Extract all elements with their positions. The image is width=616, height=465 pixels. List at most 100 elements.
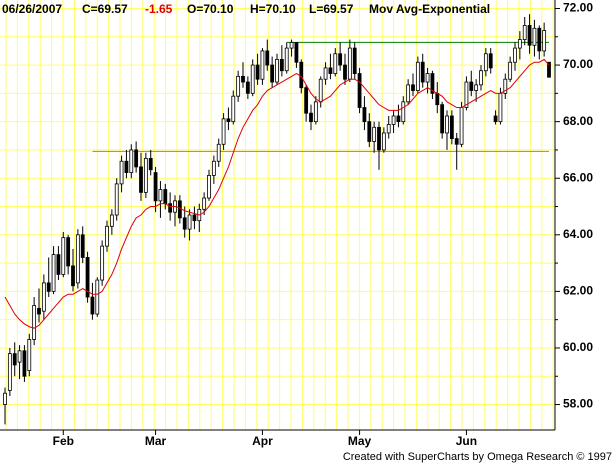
candle-body: [479, 70, 483, 86]
candle-body: [362, 107, 367, 123]
candle-body: [381, 132, 386, 151]
candle-body: [187, 214, 192, 230]
candle-body: [27, 339, 32, 371]
candle-body: [12, 353, 17, 366]
header-change: -1.65: [145, 2, 173, 16]
x-tick-label: Mar: [145, 434, 167, 448]
candle-body: [488, 53, 493, 69]
y-tick-label: 58.00: [563, 397, 593, 411]
candle-body: [100, 245, 105, 281]
candle-body: [435, 92, 440, 106]
y-tick-label: 68.00: [563, 114, 593, 128]
candle-body: [221, 118, 226, 145]
candle-body: [420, 61, 425, 83]
candle-body: [158, 189, 163, 202]
candle-body: [75, 234, 80, 284]
candle-body: [469, 81, 474, 91]
candle-body: [241, 75, 245, 83]
candle-body: [474, 84, 479, 91]
candle-body: [216, 143, 221, 162]
header-open: O=70.10: [187, 2, 234, 16]
candle-body: [153, 172, 158, 202]
candle-body: [148, 158, 153, 171]
candle-body: [134, 149, 139, 168]
x-tick-label: Feb: [53, 434, 74, 448]
candle-body: [143, 158, 148, 193]
candle-body: [401, 101, 406, 123]
candle-body: [61, 237, 66, 275]
candle-body: [192, 214, 197, 222]
candle-body: [464, 81, 469, 108]
candle-body: [396, 115, 401, 123]
candle-body: [372, 126, 377, 142]
y-tick-label: 72.00: [563, 1, 593, 15]
candle-body: [163, 189, 168, 205]
candle-body: [139, 166, 143, 193]
candle-body: [415, 61, 420, 91]
candle-body: [32, 305, 37, 340]
header-close: C=69.57: [82, 2, 128, 16]
candle-body: [352, 47, 357, 74]
candle-body: [313, 101, 318, 123]
candle-body: [377, 126, 381, 151]
candle-body: [289, 42, 294, 49]
candle-body: [527, 25, 532, 46]
candle-body: [517, 39, 522, 49]
candle-body: [46, 282, 51, 292]
candle-body: [547, 61, 551, 78]
candle-body: [309, 112, 313, 123]
candle-body: [357, 73, 362, 108]
candle-body: [304, 87, 309, 114]
candle-body: [454, 138, 459, 145]
candle-body: [85, 257, 90, 298]
candle-body: [124, 160, 129, 173]
grid: [0, 0, 555, 430]
x-tick-label: Apr: [252, 434, 273, 448]
footer: Created with SuperCharts by Omega Resear…: [343, 451, 612, 463]
candle-body: [207, 174, 211, 199]
candle-body: [270, 64, 275, 83]
candle-body: [508, 61, 513, 80]
y-tick-label: 62.00: [563, 284, 593, 298]
candle-body: [51, 254, 56, 292]
candle-body: [343, 64, 347, 80]
candle-body: [41, 282, 46, 312]
candle-body: [347, 47, 352, 80]
candle-body: [532, 27, 537, 46]
candle-body: [90, 296, 95, 315]
candle-body: [318, 78, 323, 103]
candle-body: [440, 104, 445, 134]
candle-body: [275, 59, 279, 83]
candle-body: [71, 265, 75, 287]
candle-body: [483, 53, 488, 72]
candle-body: [95, 279, 100, 315]
candle-body: [168, 203, 173, 213]
plot: [3, 14, 551, 425]
candle-body: [406, 84, 411, 103]
candle-body: [328, 67, 333, 74]
candle-body: [56, 254, 61, 275]
header-indicator: Mov Avg-Exponential: [369, 2, 490, 16]
header-high: H=70.10: [250, 2, 296, 16]
candle-body: [493, 115, 498, 123]
y-tick-label: 70.00: [563, 57, 593, 71]
candle-body: [338, 53, 343, 66]
ema-line: [4, 58, 550, 329]
y-tick-label: 60.00: [563, 340, 593, 354]
candle-body: [522, 25, 527, 41]
candle-body: [279, 59, 284, 72]
candle-body: [294, 42, 299, 63]
candle-body: [129, 149, 134, 173]
candle-body: [265, 50, 270, 66]
candle-body: [386, 124, 391, 134]
candle-body: [411, 84, 415, 91]
candle-body: [333, 53, 338, 74]
candle-body: [80, 234, 85, 258]
candle-body: [7, 353, 12, 391]
y-tick-label: 66.00: [563, 170, 593, 184]
candle-body: [323, 67, 328, 80]
header-low: L=69.57: [309, 2, 354, 16]
candle-body: [182, 217, 187, 230]
